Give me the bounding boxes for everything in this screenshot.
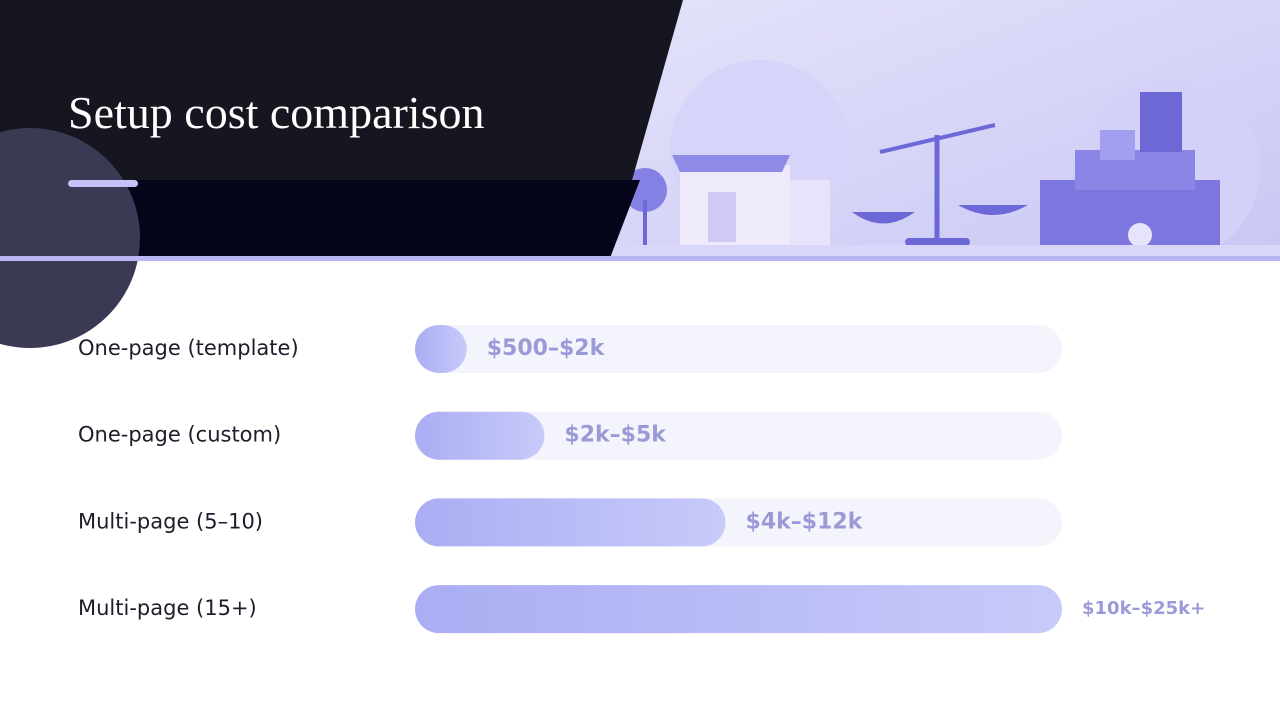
category-label: One-page (custom) — [78, 423, 281, 447]
value-label: $500–$2k — [487, 336, 606, 361]
bar — [415, 585, 1062, 634]
chart: One-page (template) $500–$2k One-page (cus… — [78, 325, 1205, 634]
category-label: One-page (template) — [78, 336, 299, 360]
value-label: $2k–$5k — [564, 423, 667, 448]
header-panel: Setup cost comparison — [0, 0, 683, 348]
title-accent — [68, 180, 138, 187]
bar — [415, 325, 467, 373]
bar-track — [415, 411, 1062, 460]
bar-track — [415, 325, 1062, 373]
value-label: $10k–$25k+ — [1082, 598, 1205, 619]
header-illustration — [600, 0, 1280, 260]
category-label: Multi-page (15+) — [78, 596, 257, 620]
value-label: $4k–$12k — [746, 509, 864, 534]
category-label: Multi-page (5–10) — [78, 509, 263, 533]
header-rule — [0, 256, 1280, 261]
bar — [415, 498, 726, 547]
bar — [415, 411, 545, 460]
slide-title: Setup cost comparison — [68, 87, 485, 138]
